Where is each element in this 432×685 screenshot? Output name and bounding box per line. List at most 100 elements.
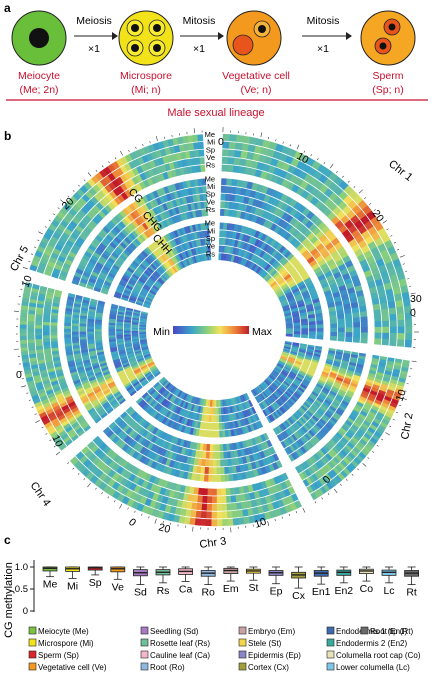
track-label: Rs (206, 249, 215, 258)
chr2-tick-10: 10 (394, 388, 409, 403)
legend-label: Seedling (Sd) (150, 627, 199, 636)
category-label: Ro (201, 587, 215, 599)
box-en2: En2 (334, 566, 353, 597)
category-label: Mi (67, 580, 78, 592)
track-label: Sp (206, 190, 215, 199)
track-label: Mi (207, 138, 215, 147)
scale-min: Min (153, 326, 170, 338)
category-label: Sp (89, 577, 102, 589)
chr2-label: Chr 2 (399, 412, 415, 441)
panel-b: b Chr 1 Chr 2 Chr 3 Chr 4 Chr 5 CG CHG C… (4, 127, 422, 551)
track-label: Mi (207, 226, 215, 235)
category-label: Ve (112, 581, 124, 593)
legend-item: Endodermis 1 (En1) (326, 626, 407, 636)
legend-item: Cauline leaf (Ca) (140, 650, 210, 660)
scale-max: Max (252, 326, 273, 338)
arrow-right-icon (218, 32, 224, 40)
panel-b-label: b (4, 129, 11, 143)
microspore-cell (118, 10, 174, 66)
box-mi: Mi (65, 566, 80, 592)
stage-vegetative-cell (226, 10, 282, 66)
chr5-tick-10: 10 (20, 274, 35, 289)
legend-item: Sperm (Sp) (28, 650, 79, 660)
legend-item: Root tip (Rt) (360, 626, 413, 636)
legend-label: Rosette leaf (Rs) (150, 639, 210, 648)
legend-item: Root (Ro) (140, 662, 185, 672)
box-ve: Ve (110, 566, 126, 593)
transition-mitosis-1: Mitosis ×1 (180, 15, 224, 55)
panel-a: a Meiosis (4, 1, 428, 119)
legend-item: Endodermis 2 (En2) (326, 638, 407, 648)
legend-label: Vegetative cell (Ve) (38, 663, 107, 672)
lineage-label: Male sexual lineage (167, 107, 264, 119)
box-ep: Ep (268, 566, 284, 598)
transition-mitosis-2: Mitosis ×1 (302, 15, 352, 55)
category-label: Co (360, 583, 374, 595)
transition-label: Meiosis (76, 15, 112, 27)
legend-label: Root (Ro) (150, 663, 185, 672)
legend-item: Columella root cap (Co) (326, 650, 421, 660)
legend-item: Rosette leaf (Rs) (140, 638, 210, 648)
legend-item: Embryo (Em) (238, 626, 295, 636)
track-label: Ve (206, 242, 215, 251)
meiocyte-name: Meiocyte (18, 70, 60, 82)
transition-count: ×1 (193, 43, 205, 55)
track-label: Me (205, 174, 215, 183)
box-em: Em (223, 566, 239, 595)
scale-bar (173, 326, 249, 334)
box-cx: Cx (291, 566, 307, 602)
track-label: Rs (206, 161, 215, 170)
stage-sperm (360, 10, 416, 66)
legend-label: Endodermis 1 (En1) (336, 627, 407, 636)
legend-item: Meiocyte (Me) (28, 626, 89, 636)
box-co: Co (358, 566, 374, 595)
meiocyte-nucleus (29, 28, 49, 48)
category-label: Sd (134, 587, 147, 599)
chr4-tick-0: 0 (126, 516, 138, 529)
category-label: Ep (270, 586, 283, 598)
transition-count: ×1 (88, 43, 100, 55)
category-label: En1 (312, 586, 331, 598)
transition-count: ×1 (317, 43, 329, 55)
track-label: Sp (206, 145, 215, 154)
chr2-tick-0: 0 (410, 307, 416, 319)
chr4-tick-10: 10 (49, 433, 65, 449)
box-en1: En1 (312, 566, 331, 598)
category-label: En2 (334, 585, 353, 597)
vegetative-cell (226, 10, 282, 66)
sperm-name: Sperm (373, 70, 404, 82)
category-label: Ca (179, 584, 193, 596)
chr1-label: Chr 1 (386, 158, 415, 184)
box-rs: Rs (155, 566, 171, 597)
legend-item: Vegetative cell (Ve) (28, 662, 107, 672)
legend-label: Embryo (Em) (248, 627, 295, 636)
legend-item: Epidermis (Ep) (238, 650, 301, 660)
stage-microspore (118, 10, 174, 66)
category-label: Em (223, 583, 239, 595)
legend: Meiocyte (Me) Microspore (Mi) Sperm (Sp) Ve… (28, 626, 421, 672)
panel-a-label: a (4, 1, 11, 15)
stage-meiocyte (11, 10, 67, 66)
legend-label: Columella root cap (Co) (336, 651, 421, 660)
sperm-sub: (Sp; n) (372, 84, 404, 96)
legend-item: Lower columella (Lc) (326, 662, 410, 672)
transition-label: Mitosis (307, 15, 340, 27)
panel-c: c CG methylation 1.0 0.5 0 Me Mi Sp Ve Sd Rs C… (3, 533, 421, 672)
chr3-tick-20: 20 (157, 521, 172, 536)
legend-item: Microspore (Mi) (28, 638, 94, 648)
box-rt: Rt (404, 566, 420, 599)
box-plot: Me Mi Sp Ve Sd Rs Ca Ro Em St Ep Cx En1 En2 Co Lc Rt (42, 566, 420, 602)
legend-label: Epidermis (Ep) (248, 651, 301, 660)
box-me: Me (42, 566, 57, 591)
legend-label: Cauline leaf (Ca) (150, 651, 210, 660)
box-lc: Lc (381, 566, 397, 597)
chr5-label: Chr 5 (8, 244, 31, 273)
legend-item: Cortex (Cx) (238, 662, 289, 672)
category-label: St (248, 582, 258, 594)
category-label: Rs (157, 585, 170, 597)
category-label: Cx (292, 590, 306, 602)
microspore-sub: (Mi; n) (131, 84, 161, 96)
y-axis-label: CG methylation (3, 562, 15, 638)
chr1-tick-30: 30 (410, 293, 422, 305)
